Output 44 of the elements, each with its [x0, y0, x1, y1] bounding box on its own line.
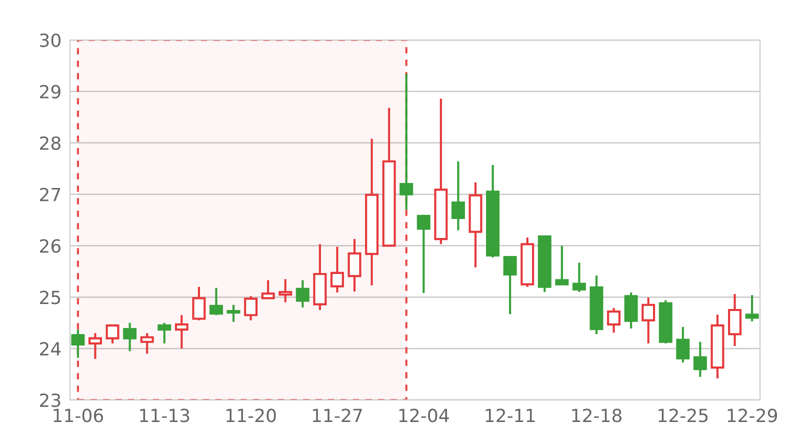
- candlestick: [71, 328, 85, 359]
- x-tick-label: 11-20: [226, 408, 276, 422]
- y-tick-label: 28: [40, 136, 60, 150]
- x-tick-label: 12-25: [658, 408, 708, 422]
- candlestick: [106, 324, 120, 344]
- candlestick: [192, 286, 206, 322]
- x-tick-label: 12-29: [728, 408, 778, 422]
- candlestick: [503, 254, 517, 316]
- candlestick: [261, 279, 275, 300]
- candlestick: [123, 322, 137, 352]
- candlestick: [745, 294, 759, 322]
- y-tick-label: 24: [40, 342, 61, 356]
- x-tick-label: 12-04: [399, 408, 449, 422]
- candlestick: [555, 244, 569, 286]
- candlestick: [451, 160, 465, 232]
- y-tick-label: 26: [40, 239, 61, 253]
- candlestick: [330, 246, 344, 294]
- y-tick-label: 29: [40, 84, 60, 99]
- candlestick: [676, 326, 690, 364]
- candlestick: [348, 238, 362, 293]
- candlestick: [278, 278, 292, 304]
- y-tick-label: 23: [40, 393, 60, 408]
- x-tick-label: 12-18: [572, 408, 622, 422]
- candlestick: [572, 262, 586, 294]
- candlestick: [416, 214, 430, 294]
- candlestick: [400, 72, 414, 211]
- y-tick-label: 30: [40, 33, 60, 48]
- candlestick: [174, 314, 188, 350]
- candlestick: [140, 332, 154, 355]
- y-tick-label: 25: [40, 290, 60, 304]
- candlestick: [244, 295, 258, 322]
- candlestick: [642, 296, 656, 344]
- candlestick: [693, 340, 707, 378]
- x-tick-label: 12-11: [486, 408, 535, 422]
- candlestick: [226, 304, 240, 323]
- x-tick-label: 11-13: [140, 408, 190, 422]
- x-tick-label: 11-27: [312, 408, 362, 422]
- candlestick: [607, 306, 621, 334]
- candlestick: [296, 279, 310, 308]
- candlestick: [158, 322, 172, 344]
- y-tick-label: 27: [40, 188, 60, 202]
- candlestick: [88, 332, 102, 360]
- candlestick: [209, 286, 223, 316]
- x-tick-label: 11-06: [54, 408, 104, 422]
